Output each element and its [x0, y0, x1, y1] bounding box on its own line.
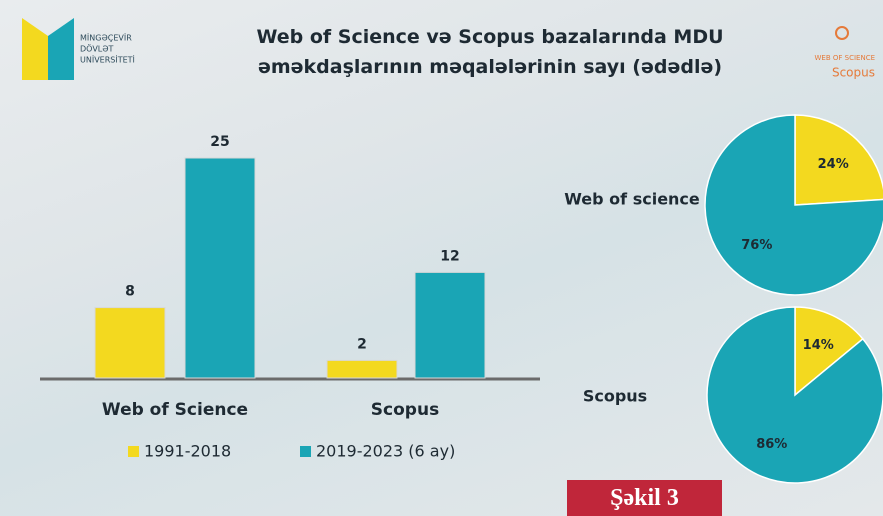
bar	[326, 359, 398, 379]
data-label: 14%	[803, 338, 834, 353]
pie-title: Scopus	[583, 387, 647, 406]
legend-label: 1991-2018	[144, 442, 231, 461]
data-label: 8	[125, 284, 135, 300]
logo-shape	[48, 18, 74, 80]
bar	[414, 271, 486, 379]
bar	[94, 307, 166, 379]
data-label: 86%	[756, 437, 787, 452]
pie-title: Web of science	[564, 190, 700, 209]
logo-text: UNİVERSİTETİ	[80, 55, 135, 65]
pie-slice	[794, 114, 883, 206]
x-tick-label: Scopus	[371, 400, 439, 420]
corner-scopus: Scopus	[832, 66, 875, 80]
logo-text: DÖVLƏT	[80, 44, 114, 54]
data-label: 76%	[741, 238, 772, 253]
pie-slice	[794, 306, 864, 397]
pie-slice	[704, 114, 883, 296]
legend-label: 2019-2023 (6 ay)	[316, 442, 455, 461]
logo-text: MİNGƏÇEVİR	[80, 33, 132, 43]
data-label: 12	[440, 248, 459, 264]
legend-swatch	[300, 446, 311, 457]
logo-shape	[22, 18, 48, 80]
chart-title: Web of Science və Scopus bazalarında MDU…	[256, 26, 724, 78]
bar	[184, 157, 256, 379]
x-tick-label: Web of Science	[102, 400, 248, 420]
corner-wos: WEB OF SCIENCE	[815, 54, 876, 62]
corner-icon	[835, 26, 849, 40]
caption: Şəkil 3	[567, 480, 722, 516]
legend-swatch	[128, 446, 139, 457]
data-label: 25	[210, 134, 229, 150]
data-label: 2	[357, 336, 367, 352]
data-label: 24%	[818, 157, 849, 172]
